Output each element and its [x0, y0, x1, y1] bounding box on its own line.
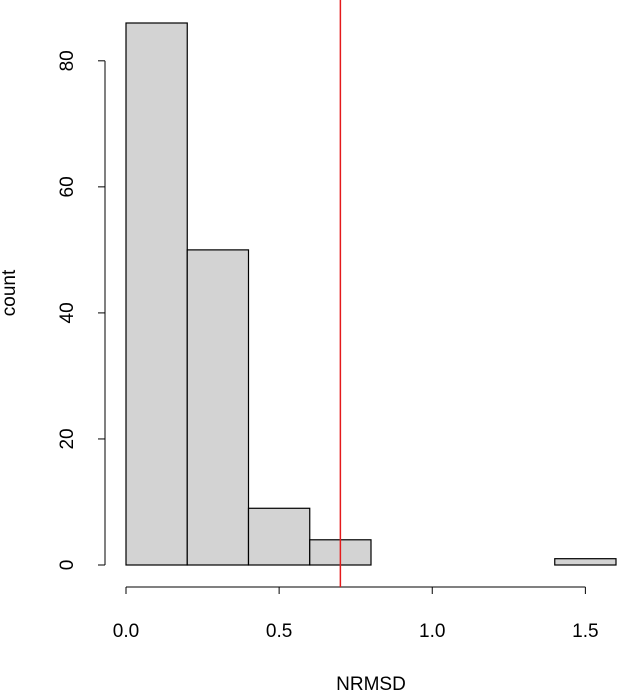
y-tick-label: 80: [57, 50, 78, 71]
x-axis-title: NRMSD: [336, 674, 406, 695]
x-tick-label: 0.5: [266, 621, 292, 642]
y-axis-title: count: [0, 269, 20, 316]
bar: [247, 507, 311, 566]
y-tick-label: 20: [57, 428, 78, 449]
x-tick-label: 1.0: [419, 621, 445, 642]
bar: [554, 558, 617, 566]
bar: [125, 22, 188, 566]
y-tick-label: 0: [57, 560, 78, 571]
y-tick-label: 60: [57, 176, 78, 197]
bar: [186, 249, 250, 566]
x-tick-label: 1.5: [572, 621, 598, 642]
y-tick-label: 40: [57, 302, 78, 323]
x-tick-label: 0.0: [113, 621, 139, 642]
